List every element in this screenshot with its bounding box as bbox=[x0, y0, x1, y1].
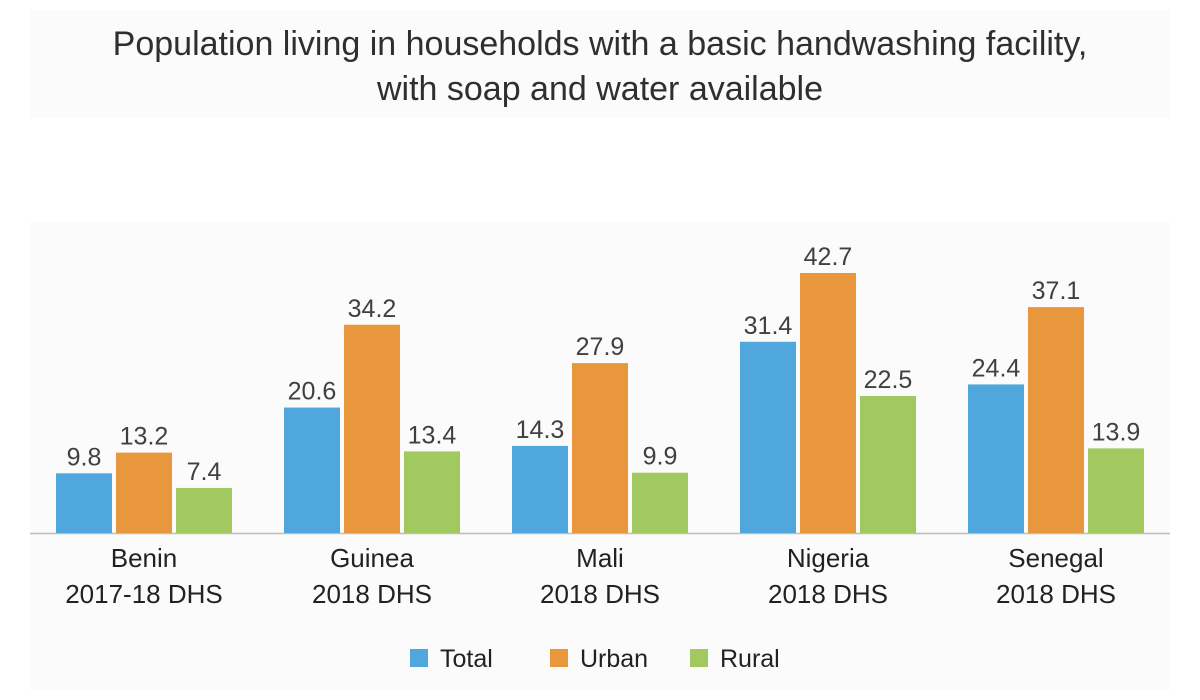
legend-swatch-urban bbox=[550, 649, 568, 667]
data-label-rural-benin: 7.4 bbox=[187, 458, 222, 486]
x-tick-label-senegal-line-1: Senegal bbox=[1008, 543, 1103, 573]
data-label-rural-mali: 9.9 bbox=[643, 443, 678, 471]
bar-total-benin bbox=[56, 473, 112, 533]
bar-rural-benin bbox=[176, 487, 232, 533]
x-tick-label-benin-line-1: Benin bbox=[111, 543, 178, 573]
x-tick-label-mali-line-1: Mali bbox=[576, 543, 624, 573]
bar-urban-benin bbox=[116, 452, 172, 533]
legend-swatch-rural bbox=[690, 649, 708, 667]
x-tick-label-nigeria-line-1: Nigeria bbox=[787, 543, 870, 573]
x-tick-label-nigeria-line-2: 2018 DHS bbox=[768, 579, 888, 609]
data-label-rural-nigeria: 22.5 bbox=[864, 366, 913, 394]
bar-urban-nigeria bbox=[800, 273, 856, 533]
x-tick-label-guinea-line-2: 2018 DHS bbox=[312, 579, 432, 609]
bar-total-guinea bbox=[284, 407, 340, 533]
bar-rural-mali bbox=[632, 472, 688, 533]
x-tick-label-benin-line-2: 2017-18 DHS bbox=[65, 579, 223, 609]
bar-rural-guinea bbox=[404, 451, 460, 533]
data-label-urban-benin: 13.2 bbox=[120, 423, 169, 451]
data-label-urban-senegal: 37.1 bbox=[1032, 277, 1081, 305]
bar-rural-senegal bbox=[1088, 448, 1144, 533]
x-tick-label-mali-line-2: 2018 DHS bbox=[540, 579, 660, 609]
x-tick-label-guinea-line-1: Guinea bbox=[330, 543, 414, 573]
bar-total-mali bbox=[512, 445, 568, 533]
legend-label-rural: Rural bbox=[720, 645, 780, 673]
legend-swatch-total bbox=[410, 649, 428, 667]
data-label-total-nigeria: 31.4 bbox=[744, 312, 793, 340]
legend-label-urban: Urban bbox=[580, 645, 648, 673]
data-label-total-senegal: 24.4 bbox=[972, 354, 1021, 382]
x-tick-label-senegal-line-2: 2018 DHS bbox=[996, 579, 1116, 609]
data-label-rural-senegal: 13.9 bbox=[1092, 418, 1141, 446]
data-label-total-mali: 14.3 bbox=[516, 416, 565, 444]
data-label-rural-guinea: 13.4 bbox=[408, 421, 457, 449]
data-label-total-guinea: 20.6 bbox=[288, 378, 337, 406]
data-label-urban-guinea: 34.2 bbox=[348, 295, 397, 323]
data-label-urban-nigeria: 42.7 bbox=[804, 243, 853, 271]
chart-title-line-2: with soap and water available bbox=[376, 70, 824, 108]
data-label-urban-mali: 27.9 bbox=[576, 333, 625, 361]
bar-total-nigeria bbox=[740, 341, 796, 533]
chart-title-line-1: Population living in households with a b… bbox=[112, 25, 1088, 63]
legend-label-total: Total bbox=[440, 645, 493, 673]
bar-rural-nigeria bbox=[860, 395, 916, 533]
bar-total-senegal bbox=[968, 384, 1024, 533]
bar-urban-guinea bbox=[344, 324, 400, 533]
bar-urban-senegal bbox=[1028, 307, 1084, 533]
bar-urban-mali bbox=[572, 363, 628, 533]
data-label-total-benin: 9.8 bbox=[67, 443, 102, 471]
title-background bbox=[30, 10, 1170, 118]
